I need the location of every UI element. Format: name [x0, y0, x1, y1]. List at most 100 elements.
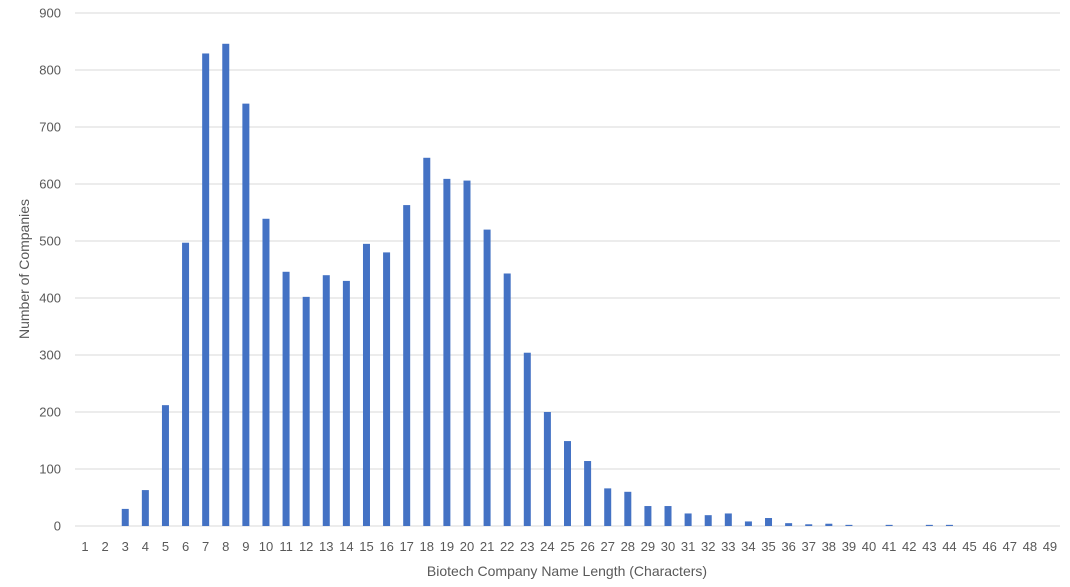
bar-28 — [624, 491, 632, 526]
bar-13 — [322, 275, 330, 526]
bar-10 — [262, 218, 270, 526]
x-tick-label: 39 — [842, 539, 856, 554]
x-tick-label: 33 — [721, 539, 735, 554]
bar-24 — [543, 412, 551, 526]
y-axis-title: Number of Companies — [16, 199, 32, 339]
x-tick-label: 44 — [942, 539, 956, 554]
x-tick-label: 19 — [440, 539, 454, 554]
x-tick-label: 13 — [319, 539, 333, 554]
bar-6 — [182, 242, 190, 526]
x-tick-label: 31 — [681, 539, 695, 554]
x-tick-label: 38 — [822, 539, 836, 554]
x-tick-label: 43 — [922, 539, 936, 554]
x-tick-label: 36 — [781, 539, 795, 554]
x-tick-label: 40 — [862, 539, 876, 554]
y-tick-label: 400 — [39, 291, 61, 306]
bar-44 — [945, 524, 953, 526]
x-tick-label: 35 — [761, 539, 775, 554]
x-tick-label: 2 — [102, 539, 109, 554]
bar-4 — [141, 490, 149, 526]
bar-3 — [121, 508, 129, 526]
x-tick-label: 45 — [962, 539, 976, 554]
bar-41 — [885, 524, 893, 526]
bar-25 — [564, 441, 571, 526]
bar-8 — [222, 43, 230, 526]
bar-34 — [744, 521, 752, 526]
bar-35 — [765, 518, 773, 526]
x-tick-label: 41 — [882, 539, 896, 554]
bar-33 — [724, 513, 732, 526]
x-tick-label: 27 — [600, 539, 614, 554]
x-tick-label: 18 — [420, 539, 434, 554]
x-tick-label: 10 — [259, 539, 273, 554]
x-tick-label: 25 — [560, 539, 574, 554]
x-tick-label: 8 — [222, 539, 229, 554]
x-tick-label: 48 — [1023, 539, 1037, 554]
bars — [121, 43, 953, 526]
x-tick-label: 6 — [182, 539, 189, 554]
bar-31 — [684, 513, 692, 526]
bar-7 — [202, 53, 210, 526]
y-tick-label: 800 — [39, 63, 61, 78]
x-tick-label: 7 — [202, 539, 209, 554]
x-tick-label: 12 — [299, 539, 313, 554]
x-tick-label: 17 — [399, 539, 413, 554]
bar-20 — [463, 180, 471, 526]
gridlines — [75, 12, 1060, 527]
x-tick-label: 37 — [801, 539, 815, 554]
bar-16 — [383, 252, 391, 526]
bar-14 — [342, 280, 350, 526]
x-tick-label: 29 — [641, 539, 655, 554]
y-axis-tick-labels: 0 100 200 300 400 500 600 700 800 900 — [39, 6, 61, 534]
y-tick-label: 0 — [54, 519, 61, 534]
x-tick-label: 9 — [242, 539, 249, 554]
x-tick-label: 23 — [520, 539, 534, 554]
y-tick-label: 600 — [39, 177, 61, 192]
x-axis-tick-labels: 1 2 3 4 5 6 7 8 9 10 11 12 13 14 15 16 17 18 19 20 21 22 23 24 2… — [81, 539, 1057, 554]
bar-30 — [664, 506, 672, 526]
bar-43 — [925, 524, 933, 526]
x-tick-label: 11 — [279, 539, 293, 554]
bar-17 — [403, 205, 411, 526]
bar-18 — [423, 157, 431, 526]
bar-11 — [282, 271, 290, 526]
x-tick-label: 42 — [902, 539, 916, 554]
x-tick-label: 21 — [480, 539, 494, 554]
bar-12 — [302, 296, 310, 526]
x-tick-label: 22 — [500, 539, 514, 554]
bar-38 — [825, 523, 833, 526]
x-tick-label: 14 — [339, 539, 353, 554]
y-tick-label: 200 — [39, 405, 61, 420]
x-tick-label: 3 — [122, 539, 129, 554]
bar-5 — [161, 405, 169, 526]
x-tick-label: 47 — [1003, 539, 1017, 554]
x-tick-label: 34 — [741, 539, 755, 554]
bar-19 — [443, 178, 451, 526]
bar-37 — [805, 524, 813, 526]
y-tick-label: 500 — [39, 234, 61, 249]
bar-9 — [242, 103, 250, 526]
x-tick-label: 32 — [701, 539, 715, 554]
y-tick-label: 700 — [39, 120, 61, 135]
bar-29 — [644, 506, 652, 526]
x-tick-label: 1 — [81, 539, 88, 554]
bar-21 — [483, 229, 491, 526]
bar-15 — [362, 243, 370, 526]
bar-26 — [584, 461, 592, 526]
bar-22 — [503, 273, 511, 526]
x-tick-label: 46 — [982, 539, 996, 554]
bar-39 — [845, 524, 853, 526]
x-tick-label: 24 — [540, 539, 554, 554]
bar-36 — [785, 523, 793, 526]
x-axis-title: Biotech Company Name Length (Characters) — [427, 563, 707, 579]
bar-27 — [604, 488, 612, 526]
x-tick-label: 20 — [460, 539, 474, 554]
x-tick-label: 30 — [661, 539, 675, 554]
x-tick-label: 4 — [142, 539, 149, 554]
x-tick-label: 15 — [359, 539, 373, 554]
x-tick-label: 26 — [580, 539, 594, 554]
y-tick-label: 300 — [39, 348, 61, 363]
x-tick-label: 5 — [162, 539, 169, 554]
y-tick-label: 900 — [39, 6, 61, 21]
